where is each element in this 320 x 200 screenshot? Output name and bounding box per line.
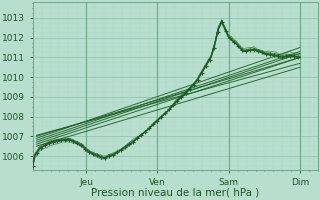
X-axis label: Pression niveau de la mer( hPa ): Pression niveau de la mer( hPa ) xyxy=(91,188,260,198)
